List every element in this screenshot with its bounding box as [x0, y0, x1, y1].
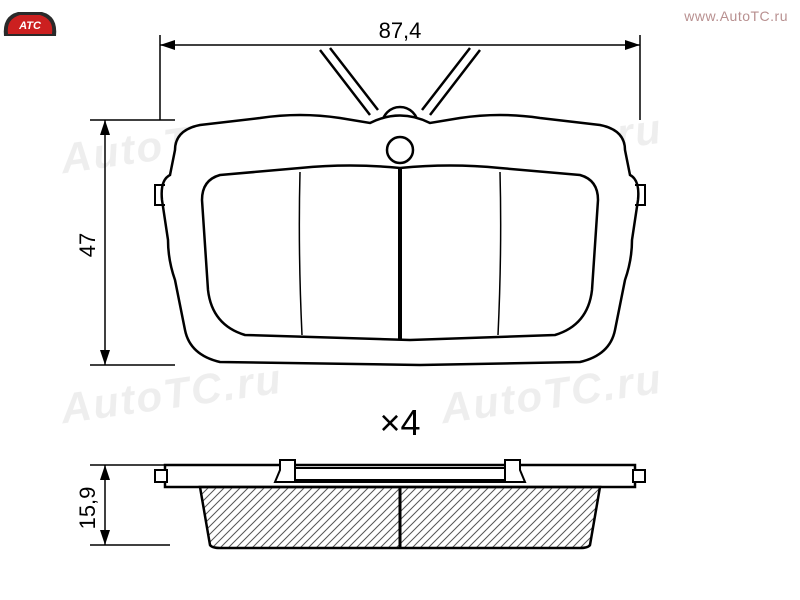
url-text: www.AutoTC.ru — [684, 8, 788, 24]
dim-width: 87,4 — [160, 18, 640, 120]
technical-drawing: 87,4 47 — [0, 0, 800, 600]
svg-text:ATC: ATC — [18, 20, 42, 32]
diagram-container: AutoTC.ru AutoTC.ru AutoTC.ru AutoTC.ru … — [0, 0, 800, 600]
quantity-text: ×4 — [379, 402, 420, 443]
side-view — [155, 460, 645, 548]
dim-height-text: 47 — [75, 233, 100, 257]
dim-height: 47 — [75, 120, 175, 365]
dim-width-text: 87,4 — [379, 18, 422, 43]
dim-thickness-text: 15,9 — [75, 487, 100, 530]
logo-icon: ATC — [0, 6, 60, 42]
friction-pad — [202, 166, 598, 341]
